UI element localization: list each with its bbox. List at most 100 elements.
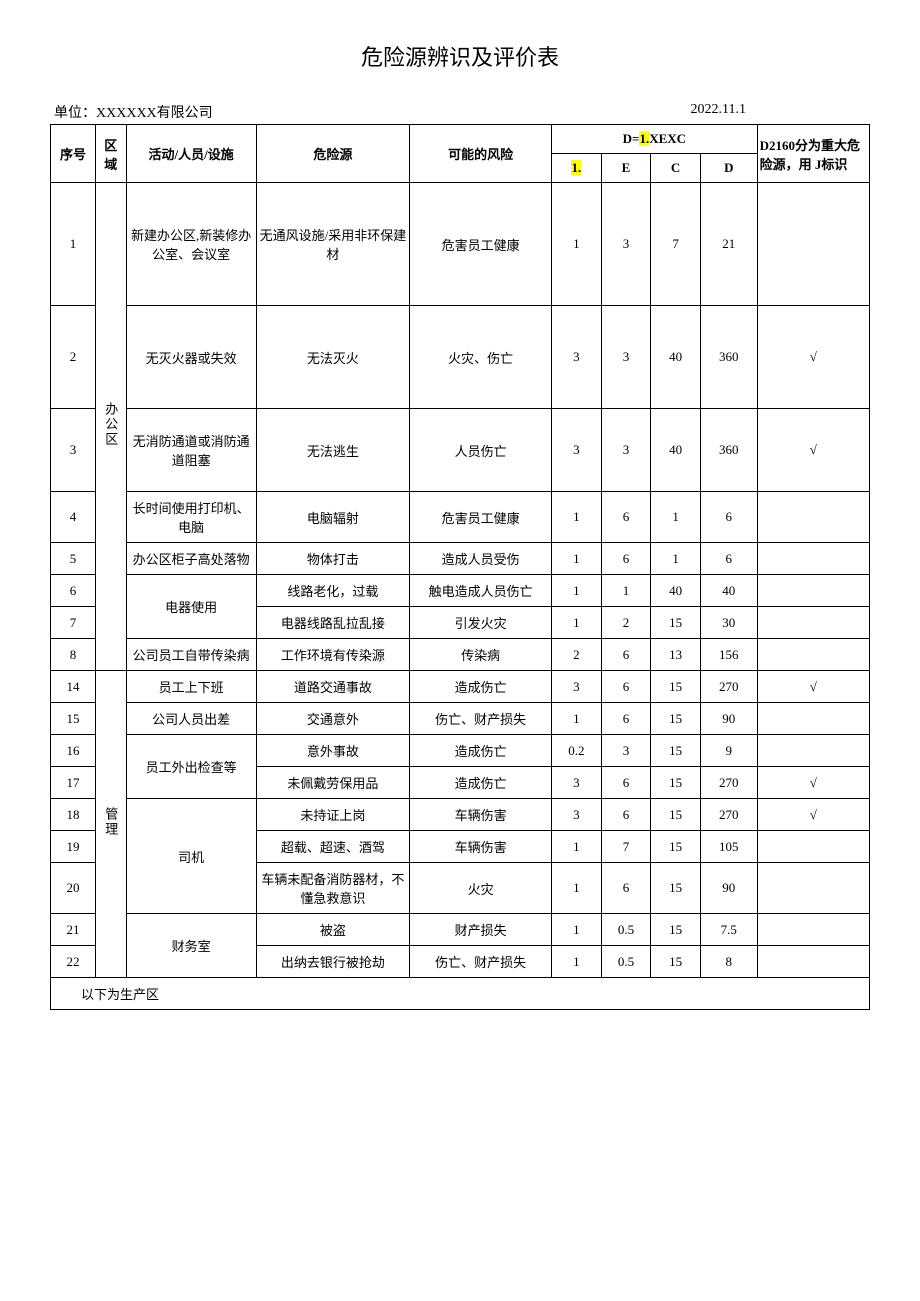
- hdr-formula-hl: 1.: [639, 131, 649, 146]
- cell-C: 15: [651, 607, 701, 639]
- cell-risk: 危害员工健康: [410, 183, 552, 306]
- cell-C: 15: [651, 735, 701, 767]
- cell-C: 15: [651, 914, 701, 946]
- doc-date: 2022.11.1: [691, 102, 746, 122]
- cell-seq: 8: [51, 639, 96, 671]
- hdr-formula-prefix: D=: [623, 131, 640, 146]
- cell-seq: 20: [51, 863, 96, 914]
- cell-hazard: 无法逃生: [256, 409, 410, 492]
- cell-E: 7: [601, 831, 651, 863]
- hdr-formula-suffix: XEXC: [649, 131, 686, 146]
- cell-E: 1: [601, 575, 651, 607]
- cell-E: 3: [601, 735, 651, 767]
- hdr-activity: 活动/人员/设施: [126, 125, 256, 183]
- cell-hazard: 电脑辐射: [256, 492, 410, 543]
- area-mgmt-text: 管理: [101, 807, 120, 837]
- table-row: 21 财务室 被盗 财产损失 1 0.5 15 7.5: [51, 914, 870, 946]
- cell-D: 360: [700, 409, 757, 492]
- cell-D: 270: [700, 799, 757, 831]
- cell-L: 1: [552, 183, 602, 306]
- cell-C: 15: [651, 946, 701, 978]
- cell-area-mgmt: 管理: [95, 671, 126, 978]
- cell-mark: √: [757, 306, 869, 409]
- hdr-formula: D=1.XEXC: [552, 125, 758, 154]
- cell-activity: 新建办公区,新装修办公室、会议室: [126, 183, 256, 306]
- cell-L: 1: [552, 863, 602, 914]
- cell-risk: 引发火灾: [410, 607, 552, 639]
- hdr-risk: 可能的风险: [410, 125, 552, 183]
- cell-activity: 无灭火器或失效: [126, 306, 256, 409]
- cell-hazard: 出纳去银行被抢劫: [256, 946, 410, 978]
- cell-risk: 伤亡、财产损失: [410, 946, 552, 978]
- table-row: 5 办公区柜子高处落物 物体打击 造成人员受伤 1 6 1 6: [51, 543, 870, 575]
- cell-C: 15: [651, 799, 701, 831]
- cell-hazard: 车辆未配备消防器材，不懂急救意识: [256, 863, 410, 914]
- cell-E: 6: [601, 767, 651, 799]
- cell-mark: [757, 914, 869, 946]
- cell-C: 40: [651, 575, 701, 607]
- cell-activity: 财务室: [126, 914, 256, 978]
- cell-mark: [757, 946, 869, 978]
- table-row: 2 无灭火器或失效 无法灭火 火灾、伤亡 3 3 40 360 √: [51, 306, 870, 409]
- cell-activity: 员工外出检查等: [126, 735, 256, 799]
- cell-hazard: 无通风设施/采用非环保建材: [256, 183, 410, 306]
- cell-mark: [757, 543, 869, 575]
- cell-activity: 司机: [126, 799, 256, 914]
- cell-mark: √: [757, 409, 869, 492]
- cell-risk: 车辆伤害: [410, 831, 552, 863]
- cell-L: 3: [552, 306, 602, 409]
- hdr-hazard: 危险源: [256, 125, 410, 183]
- cell-seq: 5: [51, 543, 96, 575]
- cell-mark: [757, 575, 869, 607]
- cell-L: 1: [552, 831, 602, 863]
- cell-D: 8: [700, 946, 757, 978]
- cell-seq: 14: [51, 671, 96, 703]
- cell-mark: [757, 183, 869, 306]
- hdr-seq: 序号: [51, 125, 96, 183]
- cell-E: 6: [601, 671, 651, 703]
- cell-hazard: 工作环境有传染源: [256, 639, 410, 671]
- unit-label-text: 单位：: [54, 106, 96, 121]
- cell-risk: 造成伤亡: [410, 671, 552, 703]
- hazard-table: 序号 区域 活动/人员/设施 危险源 可能的风险 D=1.XEXC D2160分…: [50, 124, 870, 1010]
- cell-risk: 人员伤亡: [410, 409, 552, 492]
- hdr-L-text: 1.: [571, 160, 581, 175]
- cell-D: 6: [700, 492, 757, 543]
- cell-activity: 办公区柜子高处落物: [126, 543, 256, 575]
- cell-risk: 财产损失: [410, 914, 552, 946]
- cell-L: 1: [552, 703, 602, 735]
- cell-hazard: 未持证上岗: [256, 799, 410, 831]
- cell-C: 15: [651, 703, 701, 735]
- cell-seq: 19: [51, 831, 96, 863]
- cell-hazard: 被盗: [256, 914, 410, 946]
- cell-risk: 伤亡、财产损失: [410, 703, 552, 735]
- cell-hazard: 物体打击: [256, 543, 410, 575]
- cell-activity: 无消防通道或消防通道阻塞: [126, 409, 256, 492]
- area-office-text: 办公区: [101, 402, 120, 447]
- cell-mark: √: [757, 799, 869, 831]
- hdr-D: D: [700, 154, 757, 183]
- cell-L: 1: [552, 914, 602, 946]
- cell-D: 6: [700, 543, 757, 575]
- cell-risk: 触电造成人员伤亡: [410, 575, 552, 607]
- table-row: 3 无消防通道或消防通道阻塞 无法逃生 人员伤亡 3 3 40 360 √: [51, 409, 870, 492]
- cell-activity: 公司人员出差: [126, 703, 256, 735]
- cell-C: 40: [651, 306, 701, 409]
- cell-E: 0.5: [601, 946, 651, 978]
- cell-seq: 21: [51, 914, 96, 946]
- cell-activity: 公司员工自带传染病: [126, 639, 256, 671]
- cell-activity: 员工上下班: [126, 671, 256, 703]
- table-row: 1 办公区 新建办公区,新装修办公室、会议室 无通风设施/采用非环保建材 危害员…: [51, 183, 870, 306]
- footer-text: 以下为生产区: [51, 978, 870, 1010]
- cell-mark: [757, 492, 869, 543]
- cell-D: 9: [700, 735, 757, 767]
- cell-risk: 造成伤亡: [410, 767, 552, 799]
- meta-row: 单位：XXXXXX有限公司 2022.11.1: [50, 102, 870, 122]
- cell-seq: 22: [51, 946, 96, 978]
- cell-hazard: 交通意外: [256, 703, 410, 735]
- header-row-1: 序号 区域 活动/人员/设施 危险源 可能的风险 D=1.XEXC D2160分…: [51, 125, 870, 154]
- cell-E: 6: [601, 799, 651, 831]
- cell-L: 1: [552, 492, 602, 543]
- cell-D: 30: [700, 607, 757, 639]
- table-row: 16 员工外出检查等 意外事故 造成伤亡 0.2 3 15 9: [51, 735, 870, 767]
